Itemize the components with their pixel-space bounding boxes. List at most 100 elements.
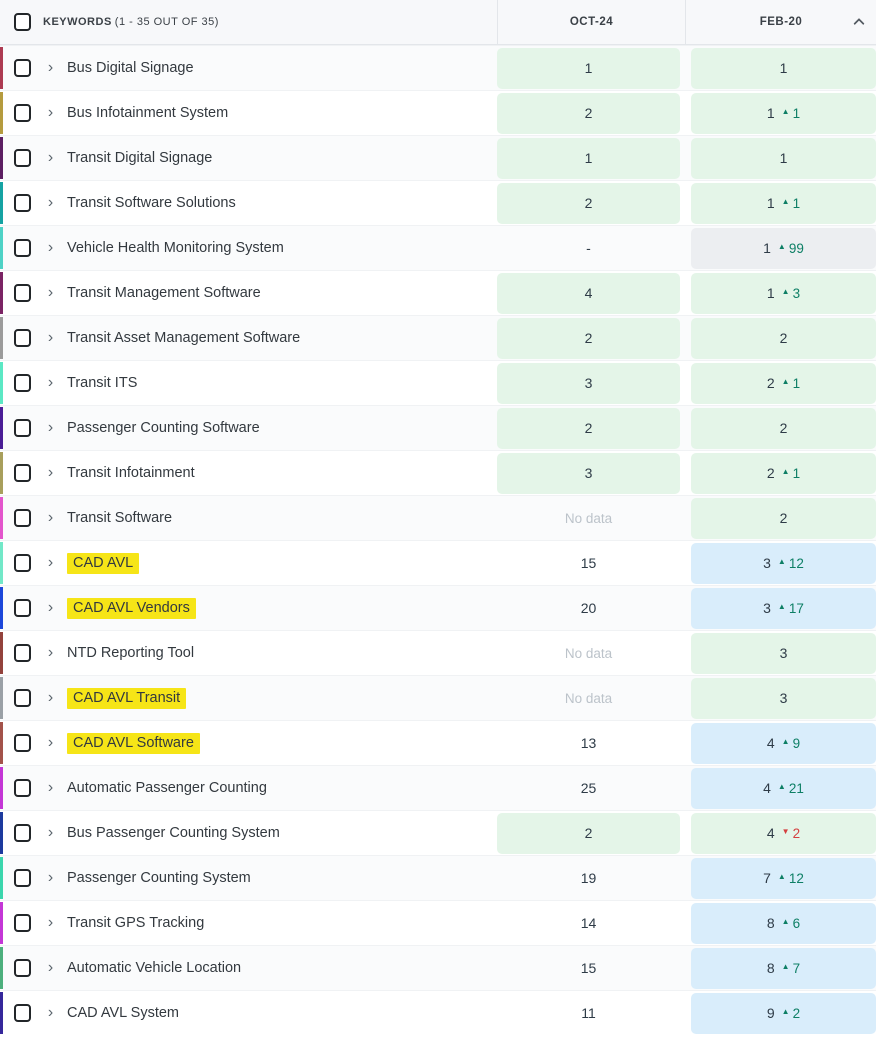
row-checkbox[interactable]	[14, 419, 31, 437]
row-checkbox[interactable]	[14, 149, 31, 167]
keyword-color-marker	[0, 587, 3, 629]
rank-change-value: 21	[788, 780, 804, 796]
keyword-label[interactable]: Transit Asset Management Software	[67, 330, 301, 346]
oct-24-column: 13	[497, 721, 685, 765]
keyword-label[interactable]: Bus Passenger Counting System	[67, 825, 280, 841]
row-checkbox[interactable]	[14, 284, 31, 302]
expand-chevron-icon[interactable]: ›	[47, 59, 54, 76]
expand-chevron-icon[interactable]: ›	[47, 509, 54, 526]
feb-20-rank-cell: 8 ▲ 6	[691, 902, 876, 944]
row-checkbox[interactable]	[14, 239, 31, 257]
keyword-label[interactable]: Transit ITS	[67, 375, 138, 391]
keyword-label[interactable]: Passenger Counting System	[67, 870, 251, 886]
row-checkbox[interactable]	[14, 734, 31, 752]
expand-chevron-icon[interactable]: ›	[47, 644, 54, 661]
keyword-label[interactable]: Vehicle Health Monitoring System	[67, 240, 284, 256]
expand-chevron-icon[interactable]: ›	[47, 149, 54, 166]
row-checkbox[interactable]	[14, 554, 31, 572]
keyword-cell: › Transit Software	[0, 509, 497, 527]
change-arrow-icon: ▲	[781, 737, 790, 746]
feb-20-rank-value: 3	[763, 600, 771, 616]
keyword-color-marker	[0, 497, 3, 539]
feb-20-column: 2	[685, 406, 876, 450]
row-checkbox[interactable]	[14, 59, 31, 77]
feb-20-rank-cell: 3	[691, 632, 876, 674]
keyword-row: › Transit Software No data 2	[0, 495, 876, 540]
feb-20-rank-value: 3	[763, 555, 771, 571]
keyword-label[interactable]: Transit Software Solutions	[67, 195, 236, 211]
row-checkbox[interactable]	[14, 599, 31, 617]
rank-change-value: 3	[792, 285, 801, 301]
expand-chevron-icon[interactable]: ›	[47, 599, 54, 616]
expand-chevron-icon[interactable]: ›	[47, 329, 54, 346]
row-checkbox[interactable]	[14, 869, 31, 887]
feb-20-column: 7 ▲ 12	[685, 856, 876, 900]
keyword-color-marker	[0, 362, 3, 404]
row-checkbox[interactable]	[14, 689, 31, 707]
row-checkbox[interactable]	[14, 1004, 31, 1022]
keyword-label[interactable]: CAD AVL System	[67, 1005, 180, 1021]
expand-chevron-icon[interactable]: ›	[47, 194, 54, 211]
expand-chevron-icon[interactable]: ›	[47, 959, 54, 976]
keyword-label[interactable]: Transit Software	[67, 510, 173, 526]
row-checkbox[interactable]	[14, 194, 31, 212]
feb-20-rank-value: 3	[779, 645, 788, 661]
keyword-label[interactable]: Transit GPS Tracking	[67, 915, 205, 931]
expand-chevron-icon[interactable]: ›	[47, 1004, 54, 1021]
select-all-checkbox[interactable]	[14, 13, 31, 31]
row-checkbox[interactable]	[14, 779, 31, 797]
feb-20-column: 2 ▲ 1	[685, 361, 876, 405]
expand-chevron-icon[interactable]: ›	[47, 779, 54, 796]
expand-chevron-icon[interactable]: ›	[47, 374, 54, 391]
keyword-cell: › Transit Management Software	[0, 284, 497, 302]
oct-24-rank-value: No data	[564, 510, 613, 526]
expand-chevron-icon[interactable]: ›	[47, 824, 54, 841]
keyword-label[interactable]: NTD Reporting Tool	[67, 645, 195, 661]
expand-chevron-icon[interactable]: ›	[47, 419, 54, 436]
keyword-label[interactable]: Automatic Passenger Counting	[67, 780, 267, 796]
keyword-color-marker	[0, 947, 3, 989]
feb-20-column: 1 ▲ 3	[685, 271, 876, 315]
row-checkbox[interactable]	[14, 464, 31, 482]
change-arrow-icon: ▲	[781, 377, 790, 386]
row-checkbox[interactable]	[14, 914, 31, 932]
feb-20-rank-cell: 2	[691, 317, 876, 359]
row-checkbox[interactable]	[14, 824, 31, 842]
expand-chevron-icon[interactable]: ›	[47, 734, 54, 751]
oct-24-rank-cell: 15	[497, 543, 680, 584]
keyword-label[interactable]: Passenger Counting Software	[67, 420, 260, 436]
keyword-row: › CAD AVL Transit No data 3	[0, 675, 876, 720]
expand-chevron-icon[interactable]: ›	[47, 914, 54, 931]
row-checkbox[interactable]	[14, 329, 31, 347]
row-checkbox[interactable]	[14, 374, 31, 392]
column-header-feb-20[interactable]: FEB-20	[685, 0, 876, 44]
keyword-label[interactable]: CAD AVL Vendors	[67, 597, 196, 619]
expand-chevron-icon[interactable]: ›	[47, 554, 54, 571]
expand-chevron-icon[interactable]: ›	[47, 869, 54, 886]
expand-chevron-icon[interactable]: ›	[47, 464, 54, 481]
expand-chevron-icon[interactable]: ›	[47, 239, 54, 256]
feb-20-rank-cell: 3	[691, 677, 876, 719]
sort-ascending-icon[interactable]	[853, 17, 865, 30]
keyword-label[interactable]: Bus Infotainment System	[67, 105, 229, 121]
column-header-oct-24[interactable]: OCT-24	[497, 0, 685, 44]
row-checkbox[interactable]	[14, 959, 31, 977]
keyword-color-marker	[0, 812, 3, 854]
feb-20-rank-value: 3	[779, 690, 788, 706]
keyword-cell: › CAD AVL Software	[0, 732, 497, 754]
keyword-label[interactable]: Transit Management Software	[67, 285, 261, 301]
keyword-label[interactable]: Transit Digital Signage	[67, 150, 213, 166]
keyword-label[interactable]: Automatic Vehicle Location	[67, 960, 242, 976]
expand-chevron-icon[interactable]: ›	[47, 284, 54, 301]
keyword-label[interactable]: CAD AVL Software	[67, 732, 200, 754]
keyword-label[interactable]: CAD AVL	[67, 552, 140, 574]
row-checkbox[interactable]	[14, 644, 31, 662]
keyword-label[interactable]: Bus Digital Signage	[67, 60, 194, 76]
keyword-cell: › Vehicle Health Monitoring System	[0, 239, 497, 257]
row-checkbox[interactable]	[14, 104, 31, 122]
row-checkbox[interactable]	[14, 509, 31, 527]
expand-chevron-icon[interactable]: ›	[47, 104, 54, 121]
keyword-label[interactable]: Transit Infotainment	[67, 465, 195, 481]
expand-chevron-icon[interactable]: ›	[47, 689, 54, 706]
keyword-label[interactable]: CAD AVL Transit	[67, 687, 187, 709]
